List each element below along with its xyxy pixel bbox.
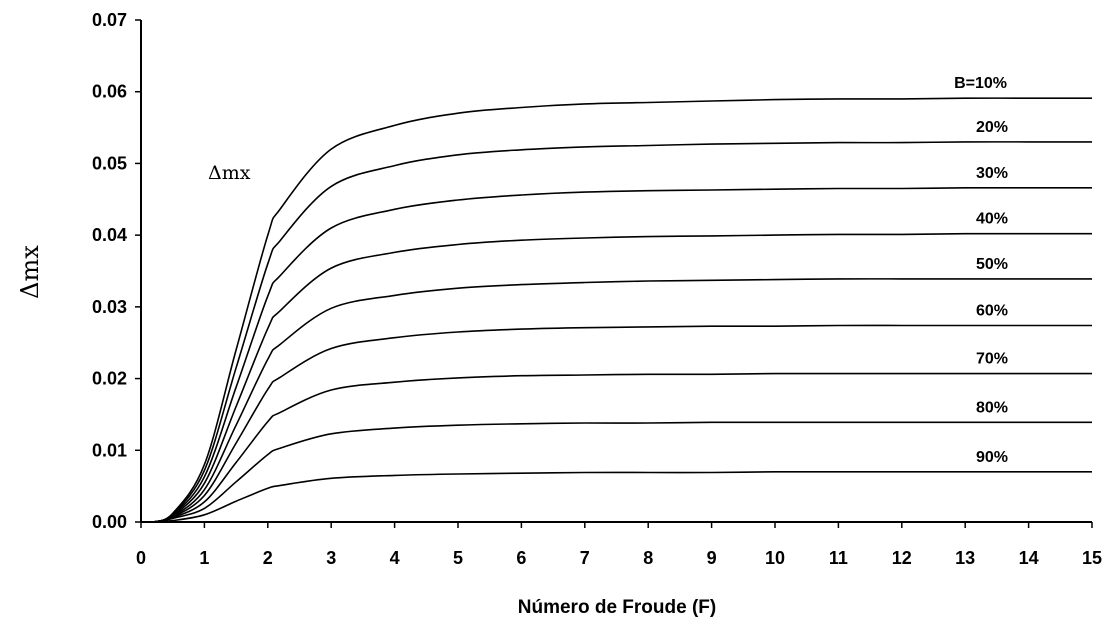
series-label: 40%: [976, 211, 1008, 228]
y-ticks: 0.00 0.01 0.02 0.03 0.04 0.05 0.06 0.07: [92, 10, 141, 532]
x-tick-label: 4: [390, 548, 400, 568]
x-tick-label: 11: [829, 548, 848, 568]
x-tick-label: 3: [326, 548, 336, 568]
x-tick-label: 0: [136, 548, 146, 568]
series-label: 90%: [976, 449, 1008, 466]
x-tick-label: 10: [765, 548, 785, 568]
y-tick-label: 0.02: [92, 369, 127, 389]
x-tick-label: 12: [892, 548, 912, 568]
x-tick-label: 9: [707, 548, 717, 568]
x-tick-label: 5: [453, 548, 463, 568]
y-tick-label: 0.07: [92, 10, 127, 30]
x-tick-label: 15: [1082, 548, 1102, 568]
series-label: 80%: [976, 399, 1008, 416]
series-label: 70%: [976, 351, 1008, 368]
series-label: 20%: [976, 119, 1008, 136]
series-curves: [153, 97, 1092, 523]
series-line: [153, 232, 1092, 523]
x-tick-label: 6: [516, 548, 526, 568]
series-line: [153, 470, 1092, 523]
y-tick-label: 0.06: [92, 82, 127, 102]
y-tick-label: 0.00: [92, 512, 127, 532]
series-label: 50%: [976, 256, 1008, 273]
y-tick-label: 0.01: [92, 440, 127, 460]
x-axis-title: Número de Froude (F): [518, 597, 716, 618]
series-line: [153, 421, 1092, 523]
y-axis-title: Δmx: [16, 245, 44, 299]
series-label: 30%: [976, 165, 1008, 182]
series-label: 60%: [976, 303, 1008, 320]
series-line: [153, 97, 1092, 523]
series-label: B=10%: [954, 75, 1007, 92]
series-line: [153, 186, 1092, 523]
series-line: [153, 141, 1092, 523]
x-tick-label: 8: [643, 548, 653, 568]
x-tick-label: 13: [955, 548, 975, 568]
y-tick-label: 0.05: [92, 153, 127, 173]
x-tick-label: 14: [1019, 548, 1039, 568]
curve-annotation: Δmx: [208, 162, 251, 184]
axes: [140, 20, 1092, 523]
x-tick-label: 2: [263, 548, 273, 568]
series-line: [153, 324, 1092, 523]
x-tick-label: 1: [199, 548, 209, 568]
x-tick-label: 7: [580, 548, 590, 568]
series-line: [153, 372, 1092, 523]
y-tick-label: 0.03: [92, 297, 127, 317]
x-ticks: 0 1 2 3 4 5 6 7 8 9 10 11 12 13 14 15: [136, 522, 1102, 568]
y-tick-label: 0.04: [92, 225, 127, 245]
series-labels: B=10% 20% 30% 40% 50% 60% 70% 80% 90%: [954, 75, 1008, 466]
series-line: [153, 278, 1092, 523]
